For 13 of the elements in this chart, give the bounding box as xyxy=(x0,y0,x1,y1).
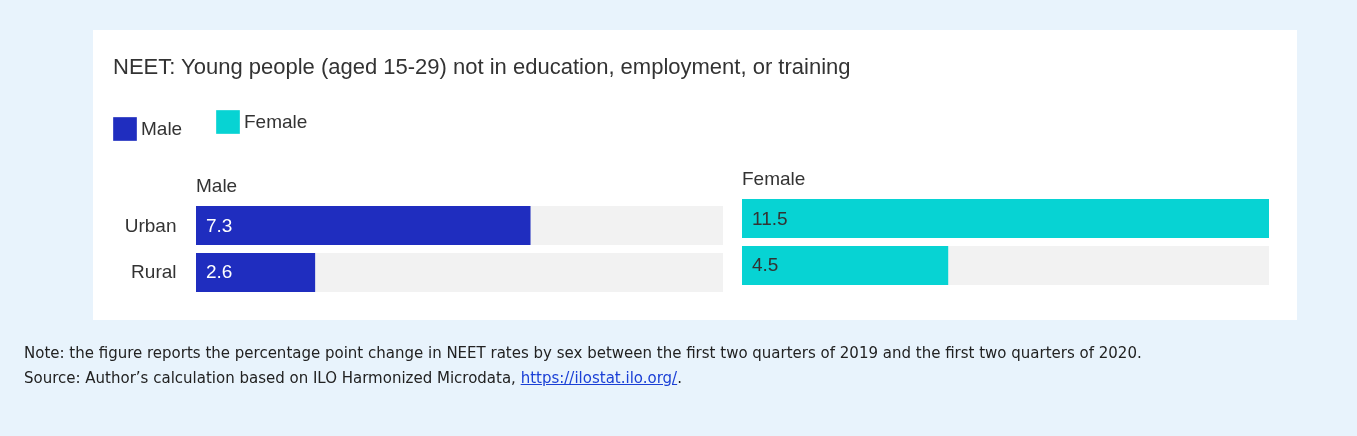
chart-title: NEET: Young people (aged 15-29) not in education, employment, or training xyxy=(113,54,851,79)
y-tick-label: Rural xyxy=(131,261,177,283)
data-label: 2.6 xyxy=(206,261,233,283)
data-label: 7.3 xyxy=(206,214,233,236)
text: Note: the figure reports the percentage point change in NEET rates by sex between the first two quarters of 2019 and the first two quarters of 2020. xyxy=(24,343,1143,364)
y-tick-label: Urban xyxy=(124,214,177,236)
data-label: 4.5 xyxy=(752,254,779,276)
legend-label: Male xyxy=(141,118,183,139)
data-label: 11.5 xyxy=(752,207,788,229)
legend-label: Female xyxy=(244,111,308,132)
text: Male xyxy=(196,175,238,196)
source-note: Source: Author’s calculation based on ILO Harmonized Microdata, https://ilostat.ilo.org/. xyxy=(24,368,683,389)
text: Female xyxy=(742,168,806,189)
